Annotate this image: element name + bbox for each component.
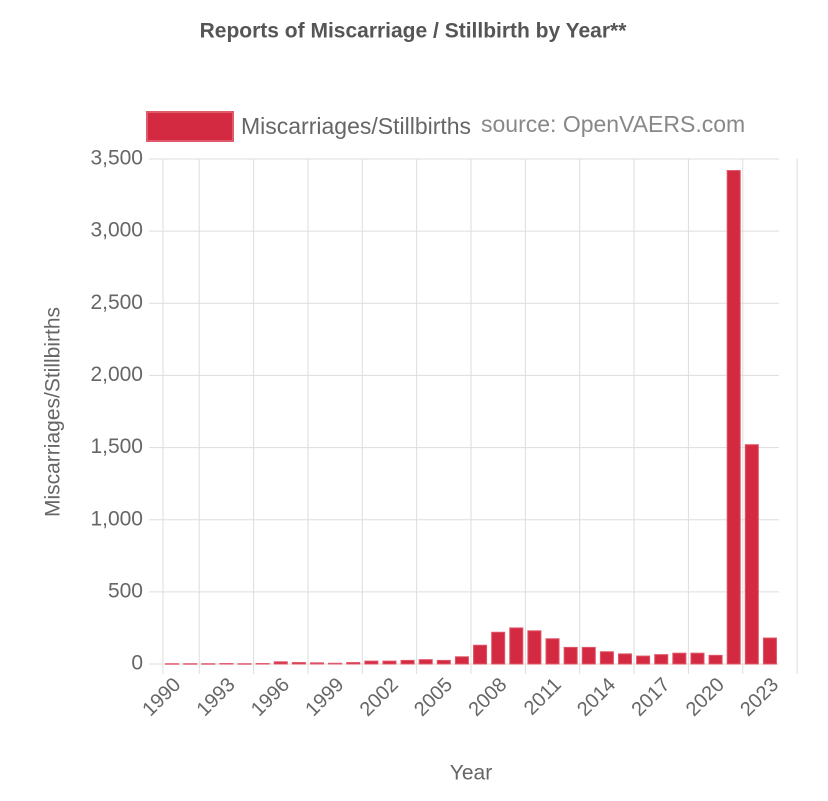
y-tick-label: 3,000 [90,219,143,242]
bar [762,637,777,665]
bar [617,653,633,665]
bar [690,652,705,665]
bar [382,660,397,665]
bar [563,646,578,665]
y-tick-label: 1,500 [90,435,143,458]
bar [309,662,325,665]
bar [473,644,488,665]
bar [454,656,469,665]
bar [599,651,614,665]
bar [654,654,669,665]
bar [581,646,596,665]
x-tick-label: 2005 [410,674,457,721]
x-tick-label: 2020 [682,674,729,721]
source-note: source: OpenVAERS.com [481,111,745,137]
bar [237,663,252,665]
bar [219,663,234,665]
x-tick-label: 1999 [301,674,348,721]
bar [418,659,433,665]
bar [491,631,506,665]
chart-title: Reports of Miscarriage / Stillbirth by Y… [200,20,628,43]
x-tick-label: 1996 [247,674,294,721]
bar [726,170,741,665]
bar [291,662,306,665]
x-axis-title: Year [450,762,492,785]
bar [255,663,270,665]
x-tick-label: 2002 [356,674,403,721]
x-tick-label: 2017 [627,674,674,721]
y-tick-label: 3,500 [90,147,143,170]
x-tick-label: 2014 [573,674,620,721]
y-tick-label: 1,000 [90,507,143,530]
bar [708,654,723,665]
x-tick-label: 1993 [193,674,240,721]
y-axis-title: Miscarriages/Stillbirths [42,307,65,517]
x-tick-label: 2011 [520,674,566,720]
x-tick-label: 2008 [464,674,511,721]
bar [545,638,560,665]
y-tick-label: 2,000 [90,363,143,386]
legend-label: Miscarriages/Stillbirths [241,113,471,139]
bar [672,652,687,665]
bar [636,655,651,665]
y-tick-label: 500 [108,579,143,602]
legend-swatch [146,111,234,142]
legend-clip: Miscarriages/Stillbirths [241,113,471,139]
bar [527,630,542,665]
bar [436,659,451,665]
bar [165,663,180,665]
bar [201,663,216,665]
bar [509,627,524,665]
bar [346,662,361,665]
y-tick-label: 0 [131,652,143,675]
x-tick-label: 2023 [736,674,783,721]
bar [328,662,343,665]
y-tick-label: 2,500 [90,291,143,314]
bar [273,661,288,665]
bar [183,663,198,665]
bar [744,444,759,665]
x-tick-label: 1990 [138,674,185,721]
bar [364,660,379,665]
bar [400,659,415,665]
